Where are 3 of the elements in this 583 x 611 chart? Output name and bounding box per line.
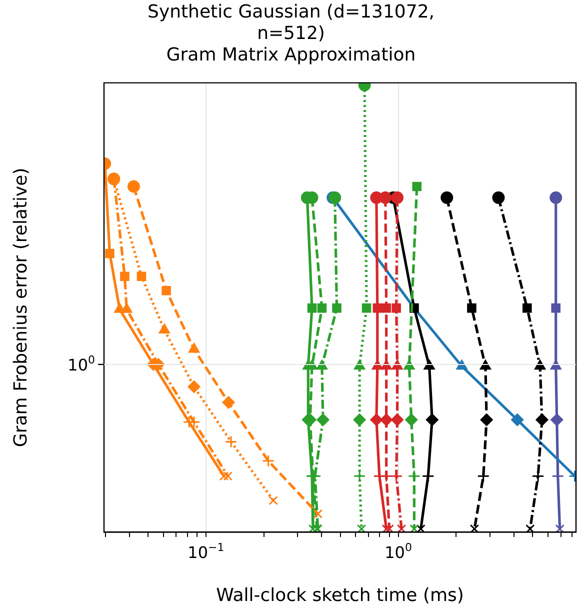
chart-title: Synthetic Gaussian (d=131072, n=512) Gram Matrix Approximation [148, 1, 434, 66]
y-axis-title: Gram Frobenius error (relative) [10, 168, 32, 448]
x-axis-title: Wall-clock sketch time (ms) [216, 584, 464, 606]
